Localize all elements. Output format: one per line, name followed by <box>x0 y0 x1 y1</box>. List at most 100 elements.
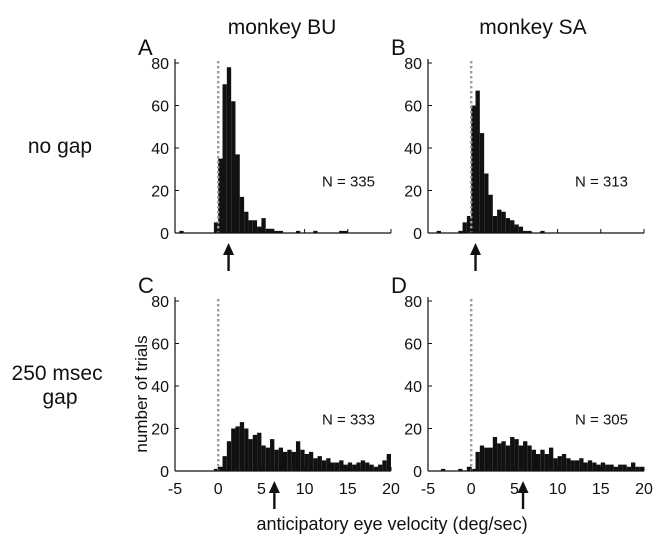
bar <box>252 220 258 233</box>
bar <box>378 464 383 471</box>
y-tick-label: 40 <box>151 379 169 396</box>
panel-letter-a: A <box>138 35 153 60</box>
bar <box>510 220 515 233</box>
bar <box>222 84 227 233</box>
bar <box>458 230 463 233</box>
bar <box>596 464 601 471</box>
bars-a <box>179 67 348 233</box>
bar <box>518 226 524 233</box>
panel-a: A 0 20 40 60 80 N = 335 <box>138 35 392 271</box>
bar <box>566 458 571 471</box>
x-tick-label: 10 <box>296 481 314 498</box>
bar <box>339 230 344 233</box>
bar <box>557 456 562 471</box>
n-label-b: N = 313 <box>575 173 628 190</box>
bar <box>505 445 511 471</box>
bar <box>523 230 528 233</box>
bar <box>257 432 262 471</box>
bar <box>527 230 532 233</box>
bar <box>356 462 361 471</box>
y-tick-label: 40 <box>404 141 422 158</box>
bar <box>365 462 370 471</box>
bar <box>548 447 554 471</box>
bar <box>587 460 593 471</box>
y-tick-label: 80 <box>404 56 422 73</box>
bar <box>544 454 549 471</box>
bar <box>326 458 331 471</box>
bar <box>244 211 249 233</box>
n-label-d: N = 305 <box>575 411 628 428</box>
bar <box>626 466 632 471</box>
bar <box>226 67 232 233</box>
bar <box>261 445 266 471</box>
bar <box>222 456 227 471</box>
bar <box>501 211 506 233</box>
bar <box>300 449 305 471</box>
bar <box>501 441 506 471</box>
bar <box>278 447 283 471</box>
bar <box>492 216 498 233</box>
panel-letter-b: B <box>391 35 406 60</box>
bar <box>618 464 623 471</box>
bar <box>570 460 575 471</box>
bar <box>609 464 614 471</box>
y-tick-label: 80 <box>151 56 169 73</box>
x-tick-label: 10 <box>549 481 567 498</box>
y-tick-label: 60 <box>151 337 169 354</box>
panel-letter-c: C <box>138 273 154 298</box>
bar <box>218 466 223 471</box>
median-arrow-c <box>268 481 280 509</box>
x-tick-label: 20 <box>382 481 400 498</box>
bar <box>213 468 219 471</box>
x-tick-label: -5 <box>421 481 435 498</box>
y-tick-label: 40 <box>151 141 169 158</box>
bar <box>622 464 627 471</box>
bar <box>339 460 344 471</box>
y-tick-label: 0 <box>413 226 422 243</box>
bar <box>605 464 610 471</box>
bar <box>514 224 519 233</box>
bar <box>317 456 322 471</box>
bar <box>514 439 519 471</box>
bar <box>304 454 309 471</box>
bar <box>218 158 223 233</box>
bar <box>373 466 379 471</box>
bar <box>313 458 318 471</box>
bar <box>518 445 524 471</box>
column-title-monkey-bu: monkey BU <box>228 16 337 39</box>
median-arrow-d <box>517 481 529 509</box>
bar <box>536 454 541 471</box>
bar <box>600 462 606 471</box>
bar <box>540 449 545 471</box>
bar <box>484 447 489 471</box>
bar <box>592 462 597 471</box>
bar <box>248 439 253 471</box>
bar <box>531 449 536 471</box>
bar <box>257 226 262 233</box>
bar <box>283 451 288 471</box>
x-tick-label: 15 <box>592 481 610 498</box>
bar <box>527 445 532 471</box>
x-tick-label: 5 <box>510 481 519 498</box>
bars-d <box>440 437 644 471</box>
bar <box>352 464 357 471</box>
y-tick-label: 80 <box>404 294 422 311</box>
bar <box>343 230 348 233</box>
bar <box>497 443 502 471</box>
bar <box>291 451 296 471</box>
bar <box>330 462 335 471</box>
bar <box>270 439 275 471</box>
bar <box>360 460 366 471</box>
bar <box>523 441 528 471</box>
bar <box>458 468 463 471</box>
bar <box>287 449 292 471</box>
y-tick-label: 20 <box>151 422 169 439</box>
y-axis-label: number of trials <box>132 335 151 452</box>
bar <box>274 449 279 471</box>
x-tick-label: -5 <box>168 481 182 498</box>
panel-letter-d: D <box>391 273 407 298</box>
bar <box>440 468 446 471</box>
bar <box>466 216 472 233</box>
